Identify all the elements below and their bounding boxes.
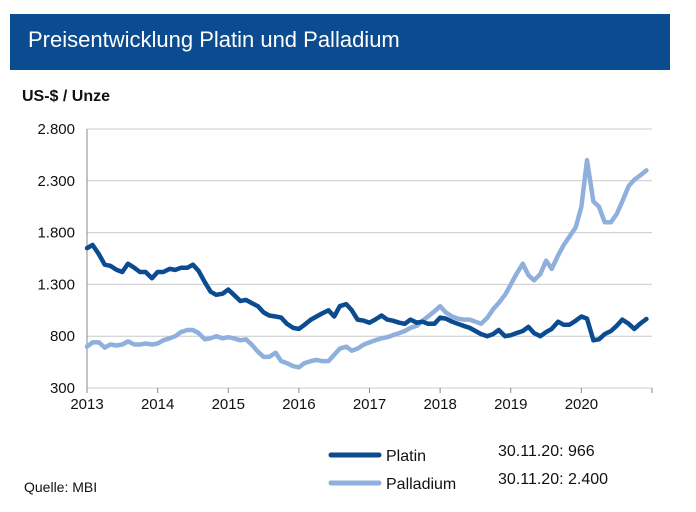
legend: Platin 30.11.20: 966 Palladium 30.11.20: 2.… bbox=[328, 443, 608, 493]
y-tick-labels: 300 800 1.300 1.800 2.300 2.800 bbox=[37, 121, 75, 397]
series-lines bbox=[84, 157, 649, 370]
annotation-palladium: 30.11.20: 2.400 bbox=[498, 471, 608, 488]
x-tick-label: 2020 bbox=[565, 396, 598, 413]
y-tick-label: 300 bbox=[50, 380, 75, 397]
series-line-palladium bbox=[84, 157, 649, 370]
x-tick-labels: 2013 2014 2015 2016 2017 2018 2019 2020 bbox=[70, 396, 598, 413]
x-tick-label: 2014 bbox=[141, 396, 174, 413]
x-tick-label: 2015 bbox=[212, 396, 245, 413]
legend-label-platin: Platin bbox=[386, 448, 426, 465]
series-line-platin bbox=[84, 242, 649, 343]
y-axis-label: US-$ / Unze bbox=[22, 88, 111, 105]
chart-title: Preisentwicklung Platin und Palladium bbox=[28, 27, 400, 52]
x-tick-label: 2019 bbox=[494, 396, 527, 413]
y-tick-label: 1.300 bbox=[37, 276, 75, 293]
x-tick-label: 2013 bbox=[70, 396, 103, 413]
legend-label-palladium: Palladium bbox=[386, 476, 456, 493]
y-tick-label: 2.800 bbox=[37, 121, 75, 138]
y-tick-label: 2.300 bbox=[37, 173, 75, 190]
y-tick-label: 800 bbox=[50, 328, 75, 345]
x-tick-label: 2016 bbox=[282, 396, 315, 413]
x-tick-label: 2018 bbox=[423, 396, 456, 413]
annotation-platin: 30.11.20: 966 bbox=[498, 443, 595, 460]
source-note: Quelle: MBI bbox=[24, 479, 98, 495]
grid-lines bbox=[86, 128, 653, 393]
x-tick-label: 2017 bbox=[353, 396, 386, 413]
chart-header: Preisentwicklung Platin und Palladium bbox=[10, 14, 670, 70]
y-tick-label: 1.800 bbox=[37, 225, 75, 242]
